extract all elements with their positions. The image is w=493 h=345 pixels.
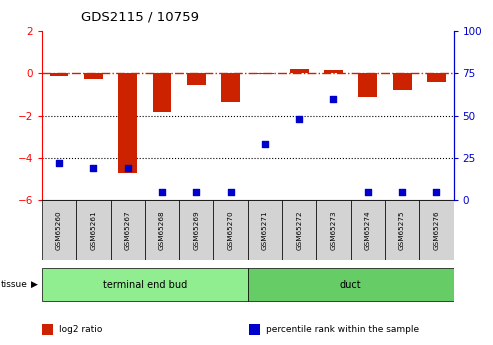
- Bar: [317, 200, 351, 260]
- Bar: [110, 200, 145, 260]
- Point: [364, 189, 372, 194]
- Text: GSM65273: GSM65273: [330, 210, 337, 250]
- Bar: [427, 73, 446, 82]
- Text: terminal end bud: terminal end bud: [103, 280, 187, 289]
- Point: [55, 160, 63, 166]
- Text: tissue: tissue: [1, 280, 28, 289]
- Bar: [351, 200, 385, 260]
- Text: GSM65272: GSM65272: [296, 210, 302, 250]
- Point: [192, 189, 200, 194]
- Bar: [358, 73, 377, 97]
- Bar: [152, 73, 172, 112]
- Bar: [255, 73, 274, 75]
- Text: GSM65271: GSM65271: [262, 210, 268, 250]
- Bar: [76, 200, 110, 260]
- Bar: [50, 73, 69, 77]
- Text: duct: duct: [340, 280, 361, 289]
- Bar: [392, 73, 412, 90]
- Point: [124, 165, 132, 171]
- Bar: [42, 200, 76, 260]
- Bar: [324, 70, 343, 73]
- Text: GSM65274: GSM65274: [365, 210, 371, 250]
- Text: log2 ratio: log2 ratio: [59, 325, 102, 334]
- Text: GSM65270: GSM65270: [228, 210, 234, 250]
- Bar: [282, 200, 317, 260]
- Bar: [179, 200, 213, 260]
- Bar: [187, 73, 206, 85]
- Text: GSM65268: GSM65268: [159, 210, 165, 250]
- Bar: [84, 73, 103, 79]
- Text: GSM65267: GSM65267: [125, 210, 131, 250]
- Point: [398, 189, 406, 194]
- Point: [158, 189, 166, 194]
- Bar: [213, 200, 247, 260]
- Point: [89, 165, 97, 171]
- Bar: [290, 69, 309, 73]
- Text: GDS2115 / 10759: GDS2115 / 10759: [81, 10, 199, 23]
- Bar: [42, 268, 247, 301]
- Bar: [145, 200, 179, 260]
- Point: [295, 116, 303, 122]
- Point: [227, 189, 235, 194]
- Point: [261, 141, 269, 147]
- Bar: [419, 200, 454, 260]
- Bar: [221, 73, 240, 102]
- Text: GSM65269: GSM65269: [193, 210, 199, 250]
- Bar: [247, 268, 454, 301]
- Bar: [247, 200, 282, 260]
- Point: [432, 189, 440, 194]
- Text: GSM65260: GSM65260: [56, 210, 62, 250]
- Point: [329, 96, 337, 101]
- Bar: [118, 73, 137, 172]
- Text: percentile rank within the sample: percentile rank within the sample: [266, 325, 419, 334]
- Text: GSM65276: GSM65276: [433, 210, 439, 250]
- Bar: [385, 200, 419, 260]
- Text: GSM65261: GSM65261: [90, 210, 96, 250]
- Text: ▶: ▶: [31, 280, 37, 289]
- Text: GSM65275: GSM65275: [399, 210, 405, 250]
